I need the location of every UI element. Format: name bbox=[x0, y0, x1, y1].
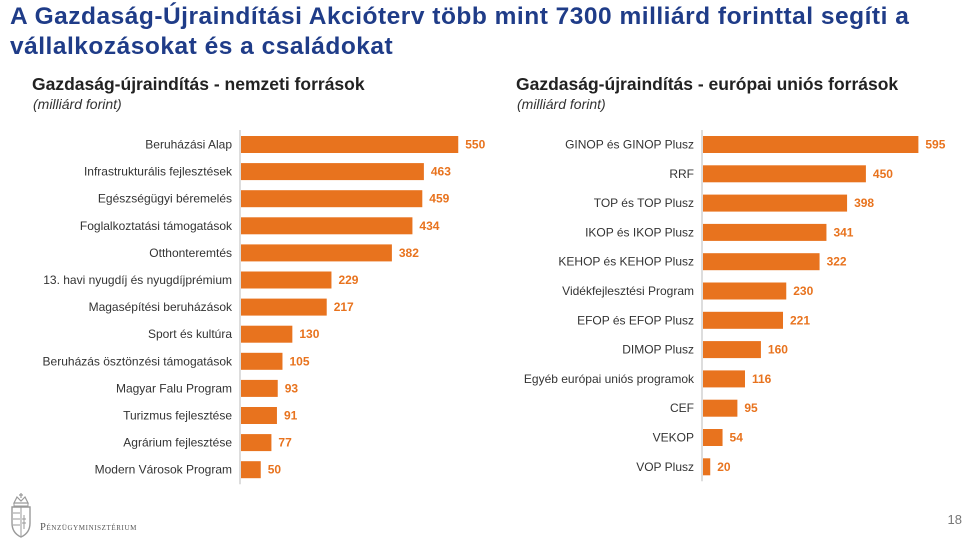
category-label: Magyar Falu Program bbox=[116, 381, 232, 395]
bar bbox=[703, 282, 787, 300]
value-label: 95 bbox=[744, 401, 758, 415]
value-label: 341 bbox=[833, 225, 853, 239]
bar bbox=[703, 370, 745, 388]
value-label: 20 bbox=[717, 460, 731, 474]
bar bbox=[703, 136, 919, 153]
page-number: 18 bbox=[947, 512, 962, 527]
value-label: 91 bbox=[284, 409, 298, 423]
category-label: Magasépítési beruházások bbox=[89, 300, 233, 314]
category-label: Beruházás ösztönzési támogatások bbox=[43, 354, 233, 368]
value-label: 459 bbox=[429, 192, 449, 206]
category-label: Egészségügyi béremelés bbox=[98, 192, 232, 206]
category-label: Modern Városok Program bbox=[95, 463, 232, 477]
bar bbox=[241, 271, 332, 289]
value-label: 382 bbox=[399, 246, 419, 260]
value-label: 105 bbox=[289, 354, 309, 368]
category-label: TOP és TOP Plusz bbox=[594, 196, 694, 210]
value-label: 221 bbox=[790, 313, 810, 327]
bar bbox=[703, 223, 827, 241]
value-label: 230 bbox=[793, 284, 813, 298]
bar bbox=[703, 429, 723, 446]
category-label: Agrárium fejlesztése bbox=[123, 436, 232, 450]
bar bbox=[241, 136, 459, 153]
bar bbox=[241, 298, 327, 316]
bar bbox=[241, 379, 278, 397]
bar bbox=[241, 352, 283, 370]
bar bbox=[241, 190, 423, 208]
category-label: RRF bbox=[669, 167, 694, 181]
category-label: Beruházási Alap bbox=[145, 138, 232, 152]
right-chart-title: Gazdaság-újraindítás - európai uniós for… bbox=[516, 74, 899, 94]
value-label: 322 bbox=[827, 255, 847, 269]
category-label: VEKOP bbox=[653, 431, 694, 445]
bar bbox=[703, 311, 784, 329]
category-label: CEF bbox=[670, 401, 694, 415]
bar bbox=[241, 434, 272, 452]
bar bbox=[241, 244, 392, 262]
bar bbox=[703, 399, 738, 417]
coat-of-arms-icon bbox=[11, 493, 31, 538]
bar bbox=[703, 458, 711, 476]
category-label: Otthonteremtés bbox=[149, 246, 232, 260]
category-label: IKOP és IKOP Plusz bbox=[585, 225, 694, 239]
value-label: 595 bbox=[925, 138, 945, 152]
value-label: 229 bbox=[338, 273, 358, 287]
bar bbox=[703, 341, 761, 359]
value-label: 160 bbox=[768, 343, 788, 357]
ministry-name: Pénzügyminisztérium bbox=[40, 521, 137, 533]
bar bbox=[241, 461, 261, 479]
bar bbox=[703, 165, 866, 183]
bar bbox=[241, 407, 277, 424]
category-label: Turizmus fejlesztése bbox=[123, 409, 232, 423]
category-label: Egyéb európai uniós programok bbox=[524, 372, 695, 386]
category-label: Infrastrukturális fejlesztések bbox=[84, 165, 233, 179]
value-label: 77 bbox=[278, 436, 292, 450]
value-label: 93 bbox=[285, 381, 299, 395]
value-label: 463 bbox=[431, 165, 451, 179]
category-label: Vidékfejlesztési Program bbox=[562, 284, 694, 298]
category-label: 13. havi nyugdíj és nyugdíjprémium bbox=[43, 273, 232, 287]
value-label: 217 bbox=[334, 300, 354, 314]
value-label: 130 bbox=[299, 327, 319, 341]
bar bbox=[241, 325, 293, 343]
bar bbox=[241, 217, 413, 235]
category-label: KEHOP és KEHOP Plusz bbox=[558, 255, 694, 269]
value-label: 434 bbox=[419, 219, 439, 233]
bar bbox=[241, 163, 424, 181]
value-label: 54 bbox=[730, 431, 744, 445]
category-label: DIMOP Plusz bbox=[622, 343, 694, 357]
category-label: Foglalkoztatási támogatások bbox=[80, 219, 233, 233]
left-chart-title: Gazdaság-újraindítás - nemzeti források bbox=[32, 74, 365, 94]
footer: Pénzügyminisztérium bbox=[8, 493, 137, 539]
value-label: 550 bbox=[465, 138, 485, 152]
right-chart-unit: (milliárd forint) bbox=[517, 96, 606, 112]
bar bbox=[703, 253, 820, 271]
value-label: 450 bbox=[873, 167, 893, 181]
value-label: 50 bbox=[268, 463, 282, 477]
value-label: 116 bbox=[752, 372, 772, 386]
category-label: EFOP és EFOP Plusz bbox=[577, 313, 694, 327]
main-title: A Gazdaság-Újraindítási Akcióterv több m… bbox=[10, 3, 910, 60]
bar bbox=[703, 194, 848, 212]
category-label: GINOP és GINOP Plusz bbox=[565, 138, 694, 152]
category-label: VOP Plusz bbox=[636, 460, 694, 474]
category-label: Sport és kultúra bbox=[148, 327, 232, 341]
value-label: 398 bbox=[854, 196, 874, 210]
left-chart-unit: (milliárd forint) bbox=[33, 96, 122, 112]
